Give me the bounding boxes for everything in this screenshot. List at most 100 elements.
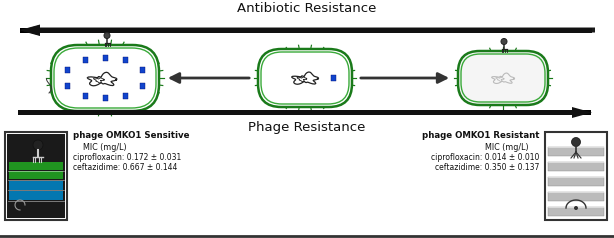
Bar (153, 110, 173, 115)
Bar (457, 110, 477, 115)
Bar (77, 28, 97, 33)
Text: phage OMKO1 Resistant: phage OMKO1 Resistant (421, 131, 539, 140)
Bar (123, 93, 128, 99)
Bar (400, 28, 420, 33)
Text: MIC (mg/L): MIC (mg/L) (83, 143, 126, 152)
Text: Antibiotic Resistance: Antibiotic Resistance (238, 2, 376, 15)
Bar (39, 110, 59, 115)
Bar (331, 75, 336, 81)
Bar (9, 181, 63, 190)
Bar (286, 28, 306, 33)
Circle shape (501, 39, 507, 45)
Bar (267, 110, 287, 115)
Bar (571, 28, 591, 33)
Bar (400, 110, 420, 115)
Circle shape (104, 33, 110, 39)
Bar (362, 28, 382, 33)
Bar (548, 162, 604, 171)
Bar (548, 177, 604, 186)
Bar (248, 110, 268, 115)
Bar (7, 134, 65, 218)
Bar (77, 110, 97, 115)
Bar (514, 28, 534, 33)
FancyArrow shape (20, 25, 595, 35)
Bar (229, 28, 249, 33)
Bar (548, 147, 604, 156)
Bar (82, 93, 88, 99)
FancyArrow shape (20, 25, 592, 36)
Bar (438, 28, 458, 33)
FancyBboxPatch shape (458, 51, 548, 105)
Bar (172, 28, 192, 33)
Bar (229, 110, 249, 115)
Bar (191, 110, 211, 115)
Bar (571, 110, 591, 115)
Bar (286, 110, 306, 115)
Bar (64, 67, 70, 73)
Bar (123, 57, 128, 63)
Text: Phage Resistance: Phage Resistance (248, 121, 366, 134)
Bar (58, 110, 78, 115)
Bar (533, 110, 553, 115)
Bar (9, 191, 63, 200)
Bar (58, 28, 78, 33)
Bar (552, 28, 572, 33)
FancyArrow shape (18, 107, 592, 118)
Bar (267, 28, 287, 33)
Bar (495, 110, 515, 115)
Bar (514, 110, 534, 115)
Bar (134, 110, 154, 115)
Bar (419, 28, 439, 33)
Circle shape (33, 140, 43, 150)
Bar (191, 28, 211, 33)
Bar (495, 28, 515, 33)
Bar (210, 110, 230, 115)
Bar (248, 28, 268, 33)
Bar (438, 110, 458, 115)
Bar (305, 110, 325, 115)
Bar (103, 95, 107, 101)
Text: ciprofloxacin: 0.172 ± 0.031: ciprofloxacin: 0.172 ± 0.031 (73, 153, 181, 162)
Bar (96, 110, 116, 115)
Bar (20, 110, 40, 115)
Bar (343, 110, 363, 115)
Bar (210, 28, 230, 33)
Text: ceftazidime: 0.667 ± 0.144: ceftazidime: 0.667 ± 0.144 (73, 163, 177, 172)
Bar (172, 110, 192, 115)
Circle shape (574, 206, 578, 210)
FancyBboxPatch shape (51, 45, 159, 111)
Bar (324, 28, 344, 33)
Bar (82, 57, 88, 63)
Text: phage OMKO1 Sensitive: phage OMKO1 Sensitive (73, 131, 190, 140)
Bar (552, 110, 572, 115)
Bar (141, 83, 146, 89)
Bar (115, 110, 135, 115)
Bar (153, 28, 173, 33)
Bar (457, 28, 477, 33)
Bar (305, 28, 325, 33)
Bar (64, 83, 70, 89)
Bar (9, 171, 63, 179)
Bar (115, 28, 135, 33)
Bar (103, 55, 107, 61)
Bar (419, 110, 439, 115)
Bar (362, 110, 382, 115)
Bar (134, 28, 154, 33)
Bar (343, 28, 363, 33)
Circle shape (572, 138, 580, 147)
Bar (381, 28, 401, 33)
Text: MIC (mg/L): MIC (mg/L) (486, 143, 529, 152)
Bar (141, 67, 146, 73)
Bar (548, 207, 604, 216)
Bar (20, 28, 40, 33)
Bar (39, 28, 59, 33)
Bar (548, 192, 604, 201)
FancyBboxPatch shape (258, 49, 352, 107)
Bar (9, 162, 63, 170)
Bar (476, 110, 496, 115)
Bar (381, 110, 401, 115)
Text: ciprofloxacin: 0.014 ± 0.010: ciprofloxacin: 0.014 ± 0.010 (430, 153, 539, 162)
Bar (476, 28, 496, 33)
Text: ceftazidime: 0.350 ± 0.137: ceftazidime: 0.350 ± 0.137 (435, 163, 539, 172)
Bar (96, 28, 116, 33)
